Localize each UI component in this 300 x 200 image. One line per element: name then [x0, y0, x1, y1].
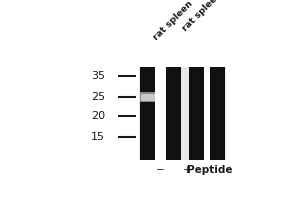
Bar	[139, 67, 226, 160]
Bar	[140, 92, 155, 102]
Text: rat spleen: rat spleen	[181, 0, 224, 33]
Bar	[155, 67, 166, 160]
Text: +: +	[183, 165, 192, 175]
Bar	[140, 67, 155, 160]
Text: −: −	[156, 165, 165, 175]
Text: 35: 35	[91, 71, 105, 81]
Text: 15: 15	[91, 132, 105, 142]
Text: Peptide: Peptide	[187, 165, 232, 175]
Text: 25: 25	[91, 92, 105, 102]
Text: rat spleen: rat spleen	[152, 0, 194, 42]
Bar	[141, 94, 155, 101]
Bar	[189, 67, 204, 160]
Bar	[166, 67, 181, 160]
Bar	[210, 67, 225, 160]
Text: 20: 20	[91, 111, 105, 121]
Bar	[204, 67, 210, 160]
